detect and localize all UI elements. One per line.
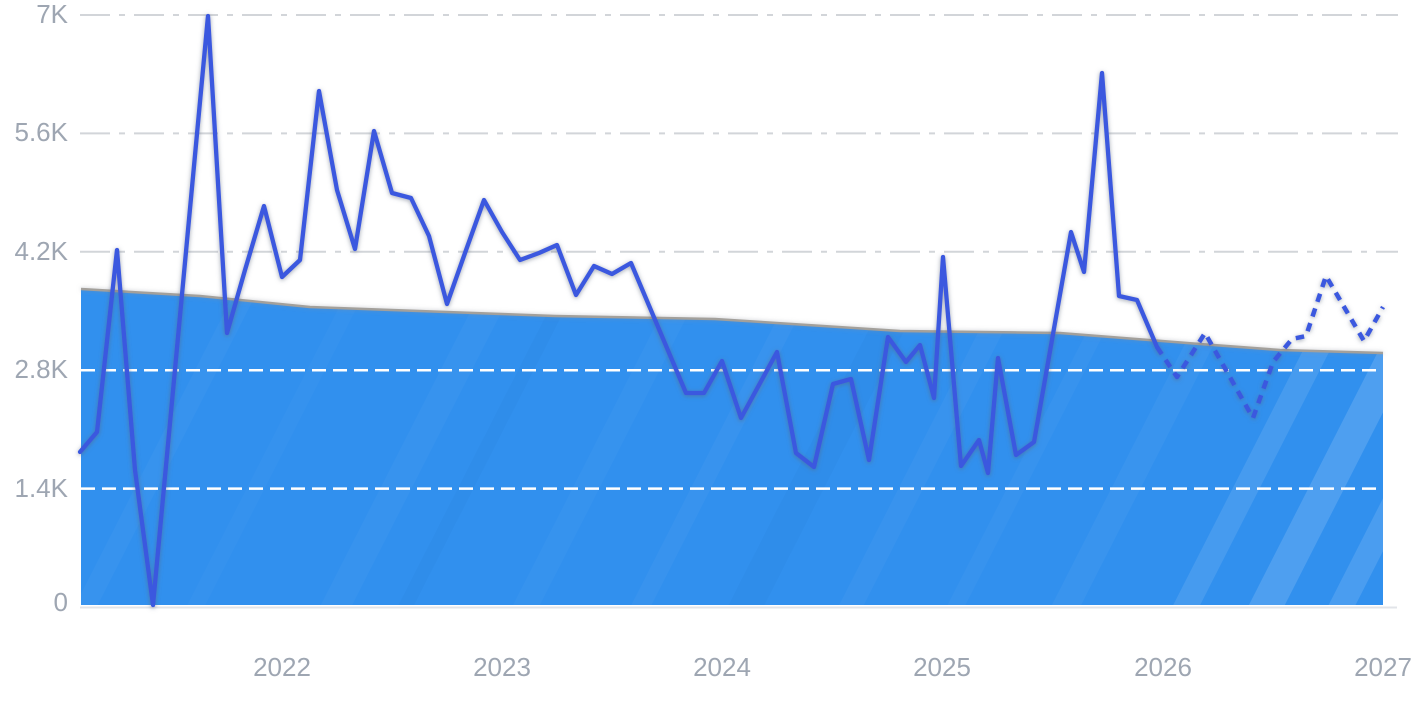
svg-text:1.4K: 1.4K [15,473,69,503]
svg-text:4.2K: 4.2K [15,236,69,266]
svg-text:2027: 2027 [1354,652,1412,682]
svg-text:2025: 2025 [913,652,971,682]
svg-text:2026: 2026 [1134,652,1192,682]
svg-text:0: 0 [54,587,68,617]
svg-text:2023: 2023 [473,652,531,682]
svg-text:2024: 2024 [693,652,751,682]
svg-text:2.8K: 2.8K [15,354,69,384]
svg-text:2022: 2022 [253,652,311,682]
svg-text:5.6K: 5.6K [15,117,69,147]
svg-text:7K: 7K [36,0,68,29]
